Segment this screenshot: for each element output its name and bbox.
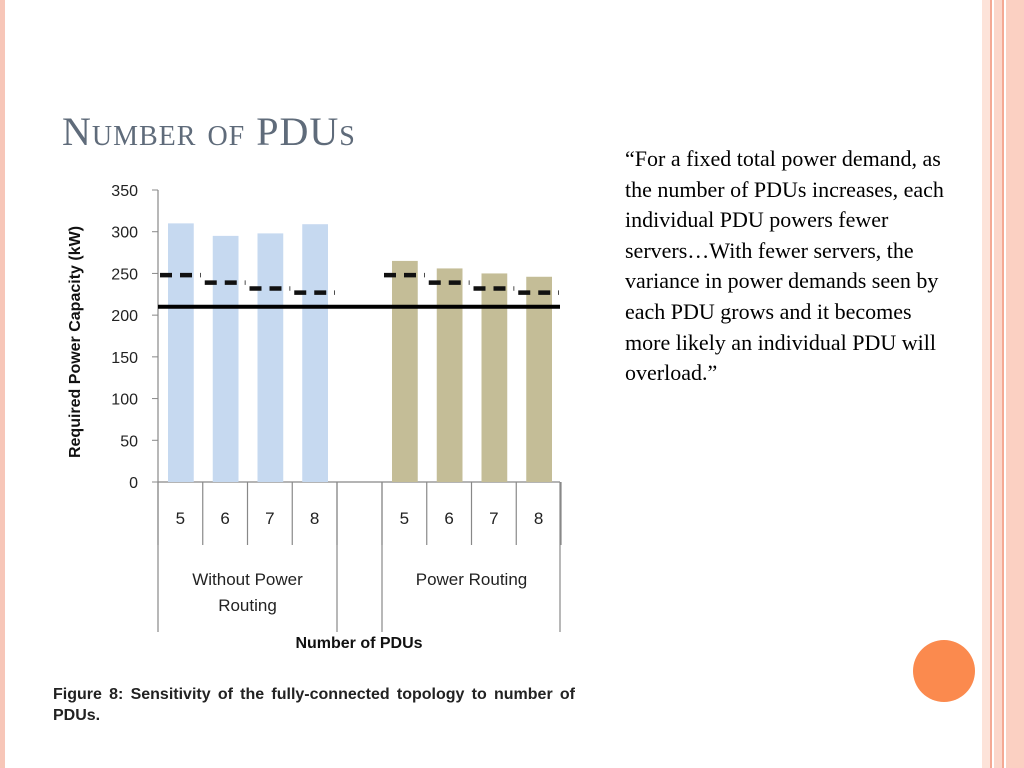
y-tick-label: 300 (111, 225, 138, 242)
x-category-label: 5 (176, 509, 185, 528)
bar (168, 223, 194, 482)
y-axis-label: Required Power Capacity (kW) (67, 226, 84, 458)
x-category-label: 8 (534, 509, 543, 528)
y-tick-label: 100 (111, 392, 138, 409)
y-tick-label: 350 (111, 183, 138, 200)
y-tick-label: 200 (111, 308, 138, 325)
x-category-label: 6 (220, 509, 229, 528)
slide-border-left (0, 0, 5, 768)
y-tick-label: 150 (111, 350, 138, 367)
bar (392, 260, 418, 482)
y-tick-label: 0 (129, 475, 138, 492)
x-category-label: 5 (400, 509, 409, 528)
slide-title: Number of PDUs (62, 109, 356, 154)
x-category-label: 8 (310, 509, 319, 528)
bar (257, 233, 284, 482)
x-category-label: 6 (444, 509, 453, 528)
figure-caption: Figure 8: Sensitivity of the fully-conne… (53, 686, 575, 724)
decorative-circle (913, 640, 975, 702)
bar (302, 224, 328, 482)
x-axis-label: Number of PDUs (295, 635, 422, 652)
bar (526, 276, 552, 482)
bar (212, 235, 239, 482)
bar (481, 273, 508, 482)
x-group-label: Power Routing (416, 570, 528, 589)
x-group-label: Without Power (192, 570, 303, 589)
x-category-label: 7 (265, 509, 274, 528)
x-category-label: 7 (489, 509, 498, 528)
bar (436, 268, 463, 482)
slide-border-right (982, 0, 1024, 768)
y-tick-label: 250 (111, 266, 138, 283)
quote-text: “For a fixed total power demand, as the … (625, 146, 944, 386)
x-group-label: Routing (218, 596, 277, 615)
y-tick-label: 50 (120, 433, 138, 450)
bar-chart: Required Power Capacity (kW) Number of P… (67, 183, 562, 652)
